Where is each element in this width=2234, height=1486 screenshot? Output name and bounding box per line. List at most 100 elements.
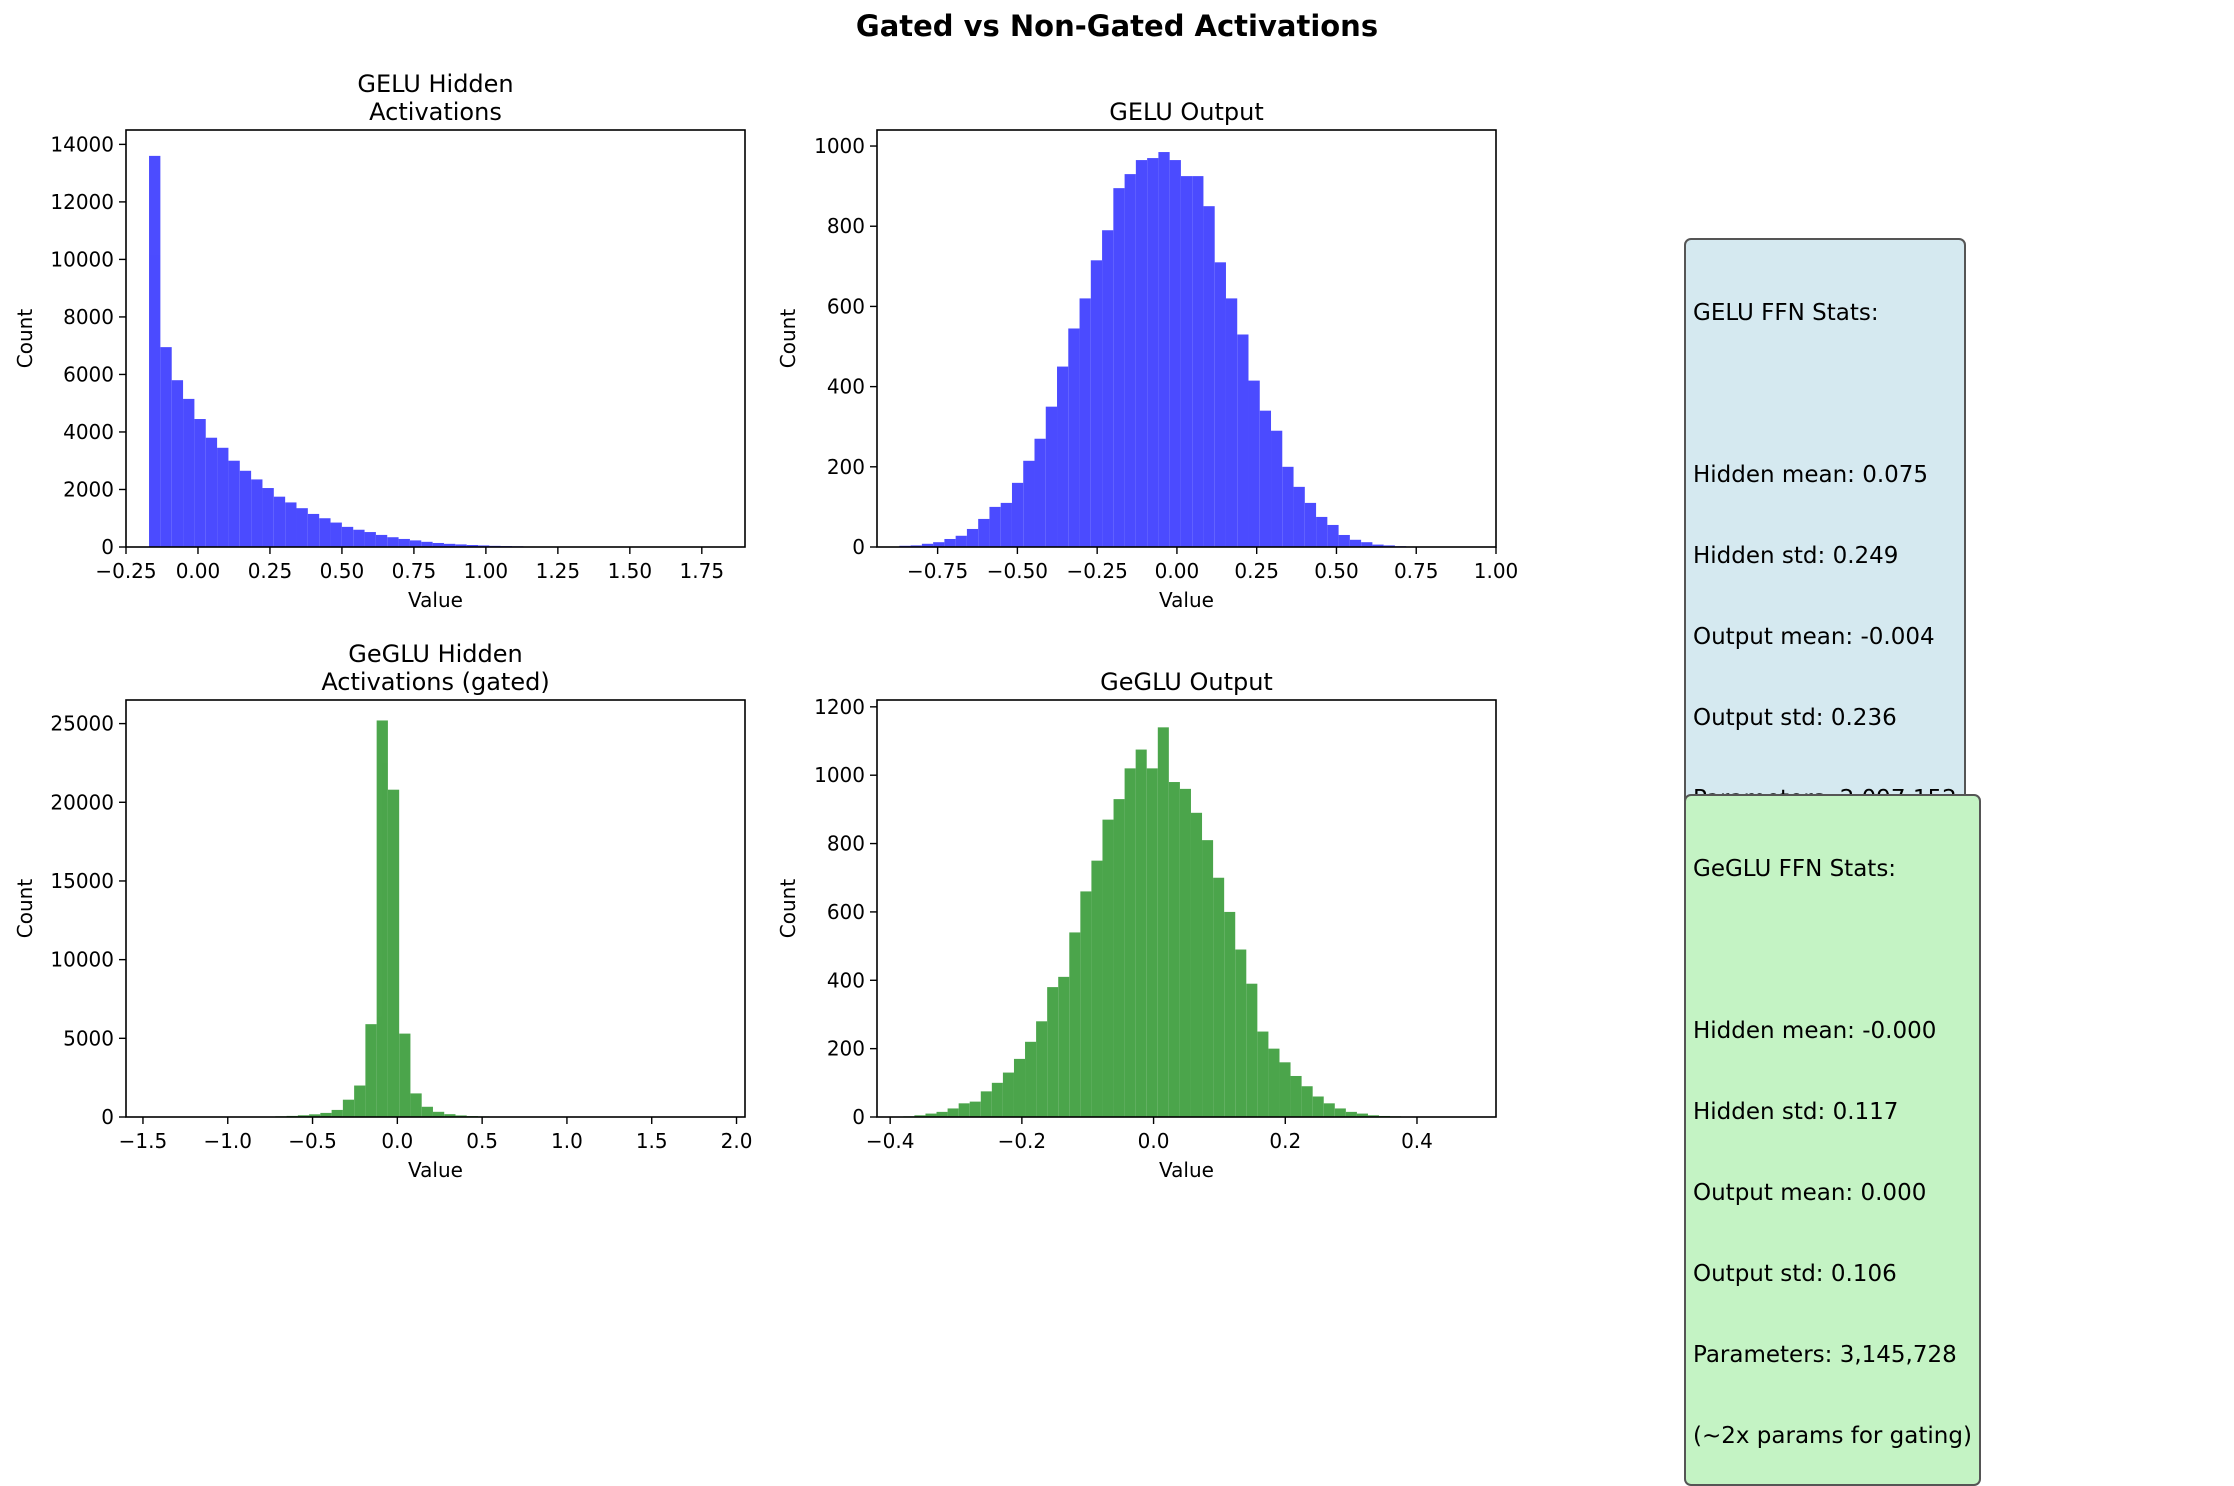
histogram-bar — [1213, 878, 1224, 1117]
histogram-bar — [1260, 411, 1271, 547]
histogram-bar — [1181, 176, 1192, 547]
histogram-bar — [967, 529, 978, 547]
histogram-bar — [992, 1083, 1003, 1117]
y-axis-label: Count — [776, 309, 800, 369]
histogram-bar — [172, 380, 183, 547]
geglu-stat-note: (~2x params for gating) — [1693, 1423, 1972, 1450]
x-tick-label: −0.75 — [907, 559, 968, 583]
histogram-bar — [1249, 381, 1260, 547]
histogram-bar — [388, 790, 399, 1117]
x-axis-label: Value — [1159, 588, 1214, 612]
x-tick-label: 1.25 — [536, 559, 581, 583]
x-tick-label: −0.2 — [998, 1129, 1047, 1153]
histogram-bar — [251, 479, 262, 547]
y-tick-label: 600 — [827, 294, 865, 318]
histogram-bar — [376, 535, 387, 547]
histogram-bar — [1025, 1042, 1036, 1117]
histogram-bar — [160, 347, 171, 547]
histogram-bar — [1224, 912, 1235, 1117]
histogram-bar — [1036, 1021, 1047, 1117]
histogram-bar — [1202, 840, 1213, 1117]
y-tick-label: 10000 — [50, 948, 114, 972]
histogram-bar — [989, 507, 1000, 547]
histogram-bar — [399, 1034, 410, 1117]
gelu-stats-box: GELU FFN Stats: Hidden mean: 0.075 Hidde… — [1684, 238, 1966, 849]
y-tick-label: 800 — [827, 214, 865, 238]
panel-title: GeGLU Output — [1100, 668, 1273, 696]
x-tick-label: 0.50 — [320, 559, 365, 583]
histogram-bar — [956, 536, 967, 547]
histogram-bar — [1058, 977, 1069, 1117]
y-tick-label: 6000 — [63, 362, 114, 386]
x-axis-label: Value — [408, 1158, 463, 1181]
histogram-bar — [332, 1110, 343, 1117]
geglu-stat-hidden-mean: Hidden mean: -0.000 — [1693, 1018, 1972, 1045]
histogram-bar — [1271, 431, 1282, 547]
x-tick-label: −0.25 — [95, 559, 156, 583]
histogram-bar — [1339, 535, 1350, 547]
histogram-bar — [1003, 1073, 1014, 1117]
geglu-stat-hidden-std: Hidden std: 0.117 — [1693, 1099, 1972, 1126]
histogram-bar — [1080, 891, 1091, 1117]
histogram-bar — [1014, 1059, 1025, 1117]
x-tick-label: 0.00 — [1155, 559, 1200, 583]
y-tick-label: 200 — [827, 455, 865, 479]
x-tick-label: 0.75 — [392, 559, 437, 583]
x-tick-label: −1.0 — [203, 1129, 252, 1153]
x-tick-label: 1.5 — [636, 1129, 668, 1153]
x-tick-label: 1.00 — [464, 559, 509, 583]
histogram-bar — [1246, 984, 1257, 1117]
histogram-bar — [206, 438, 217, 547]
y-tick-label: 4000 — [63, 420, 114, 444]
x-tick-label: −0.25 — [1067, 559, 1128, 583]
panel-title: GELU Output — [1109, 98, 1264, 126]
histogram-bar — [1091, 861, 1102, 1117]
histogram-bar — [1257, 1032, 1268, 1117]
y-tick-label: 2000 — [63, 477, 114, 501]
histogram-bars — [149, 156, 716, 547]
histogram-bar — [1294, 487, 1305, 547]
histogram-bar — [1114, 799, 1125, 1117]
x-tick-label: −0.5 — [288, 1129, 337, 1153]
x-tick-label: −1.5 — [119, 1129, 168, 1153]
axes-frame — [126, 700, 745, 1117]
histogram-bar — [1192, 176, 1203, 547]
geglu-stat-parameters: Parameters: 3,145,728 — [1693, 1342, 1972, 1369]
histogram-bar — [308, 514, 319, 547]
histogram-bar — [1313, 1096, 1324, 1117]
panel-title-line: GELU Hidden — [357, 70, 513, 98]
histogram-bar — [1147, 158, 1158, 547]
geglu-stat-output-mean: Output mean: 0.000 — [1693, 1180, 1972, 1207]
x-tick-label: 0.25 — [248, 559, 293, 583]
histogram-bar — [1023, 461, 1034, 547]
histogram-bar — [228, 461, 239, 547]
y-tick-label: 14000 — [50, 132, 114, 156]
x-tick-label: 1.0 — [551, 1129, 583, 1153]
histogram-bar — [1069, 932, 1080, 1117]
histogram-bar — [959, 1103, 970, 1117]
x-tick-label: 0.75 — [1394, 559, 1439, 583]
histogram-bar — [410, 1093, 421, 1117]
y-axis-label: Count — [13, 309, 37, 369]
histogram-bar — [422, 1107, 433, 1117]
histogram-bar — [1302, 1086, 1313, 1117]
histogram-bar — [978, 519, 989, 547]
histogram-bar — [1091, 260, 1102, 547]
histogram-bar — [1158, 727, 1169, 1117]
y-tick-label: 5000 — [63, 1026, 114, 1050]
histogram-bar — [149, 156, 160, 547]
histogram-bar — [1169, 782, 1180, 1117]
histogram-bar — [1305, 503, 1316, 547]
x-tick-label: −0.4 — [866, 1129, 915, 1153]
y-tick-label: 800 — [827, 832, 865, 856]
y-tick-label: 1200 — [814, 695, 865, 719]
histogram-bar — [285, 502, 296, 547]
histogram-bars — [899, 152, 1451, 547]
y-tick-label: 400 — [827, 375, 865, 399]
gelu-stat-output-std: Output std: 0.236 — [1693, 705, 1957, 732]
histogram-bar — [1327, 525, 1338, 547]
histogram-bar — [1125, 174, 1136, 547]
